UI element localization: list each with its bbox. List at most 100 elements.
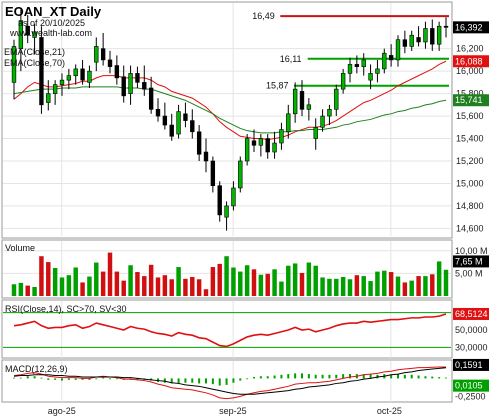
candle-body [148,87,154,110]
macd-line [13,366,447,400]
macd-histogram-bar [424,376,427,379]
ema21-badge: 16,088 [455,56,483,66]
ema-line [13,60,447,141]
volume-bar [100,271,106,296]
volume-bar [375,271,380,296]
candle-body [162,115,168,126]
candle-body [375,68,380,74]
ema-overlays [13,60,447,141]
volume-tick-label: 5,00 M [455,268,483,278]
volume-bar [224,256,229,296]
volume-bar [430,274,435,296]
candle-body [416,37,421,43]
macd-histogram-bar [136,378,139,380]
volume-badge: 7,65 M [455,256,483,266]
candle-body [347,64,353,74]
volume-bar [292,263,298,296]
macd-histogram-bar [26,376,29,379]
candle-body [135,73,140,83]
ema-line [13,86,447,134]
price-tick-label: 14,800 [456,201,484,211]
volume-bar [210,267,216,296]
candle-body [142,82,147,90]
candle-body [320,115,325,128]
candle-body [87,70,92,83]
volume-bar [231,267,236,296]
macd-histogram-bar [390,374,393,379]
candle-body [327,109,332,117]
macd-histogram-bar [438,377,441,379]
volume-bar [73,267,78,296]
macd-histogram-bar [259,376,262,379]
watermark: www.wealth-lab.com [9,28,92,38]
price-level-label: 15,87 [266,81,289,91]
candle-body [279,129,284,144]
volume-bar [340,277,346,296]
ema70-badge: 15,741 [455,95,483,105]
macd-histogram-bar [198,378,201,384]
candle-body [272,142,277,153]
volume-bar [169,279,174,296]
macd-histogram-bar [211,378,214,385]
candle-body [183,113,188,121]
volume-bar [121,280,126,296]
macd-histogram-bar [335,374,338,379]
volume-bar [313,265,318,296]
candle-body [190,120,195,133]
macd-histogram-bar [88,378,91,380]
price-tick-label: 14,600 [456,223,484,233]
candle-body [382,52,387,70]
volume-bar [80,282,85,296]
macd-histogram-bar [280,374,283,379]
candle-body [114,65,120,79]
macd-histogram-bar [109,378,111,380]
macd-hist-badge-bg [453,379,489,392]
candle-body [340,73,346,90]
volume-bar [436,261,442,296]
candle-body [196,131,202,155]
volume-bar [443,269,449,296]
volume-bar [258,274,264,296]
price-tick-label: 15,400 [456,134,484,144]
candle-body [100,48,106,61]
macd-histogram-bar [67,378,70,380]
ema70-legend: EMA(Close,70) [4,58,65,68]
volume-bar [107,252,113,296]
candle-body [334,88,339,110]
macd-badge-bg [453,358,489,371]
candle-body [25,25,30,36]
volume-bar [279,281,284,296]
volume-bar [11,284,17,296]
candle-body [231,187,236,207]
candle-body [80,68,85,81]
macd-badge: 0,1591 [455,360,483,370]
volume-bar [402,282,408,296]
volume-bar [18,282,24,296]
candlesticks [11,9,449,231]
rsi-badge: 68,5124 [455,309,488,319]
price-tick-label: 16,000 [456,66,484,76]
candle-body [238,160,243,189]
candle-body [409,34,414,47]
volume-bar [59,277,65,296]
price-level-label: 16,11 [280,54,302,64]
macd-histogram-bar [410,374,413,379]
candle-body [313,127,318,139]
x-tick-label: oct-25 [377,406,402,416]
volume-bar [87,276,92,296]
macd-histogram-bar [102,377,105,379]
macd-histogram-bar [403,374,406,379]
price-tick-label: 15,600 [456,111,484,121]
volume-bar [409,280,414,296]
macd-histogram-bar [54,378,57,380]
candle-body [436,25,442,45]
candle-body [52,84,58,94]
macd-histogram-bar [170,378,173,384]
grid-lines [3,3,451,402]
candle-body [354,64,360,67]
volume-badge-bg [453,255,489,268]
candle-body [423,28,428,43]
last-price-badge-bg [453,21,489,34]
volume-bar [251,269,257,296]
macd-plot [13,366,447,400]
